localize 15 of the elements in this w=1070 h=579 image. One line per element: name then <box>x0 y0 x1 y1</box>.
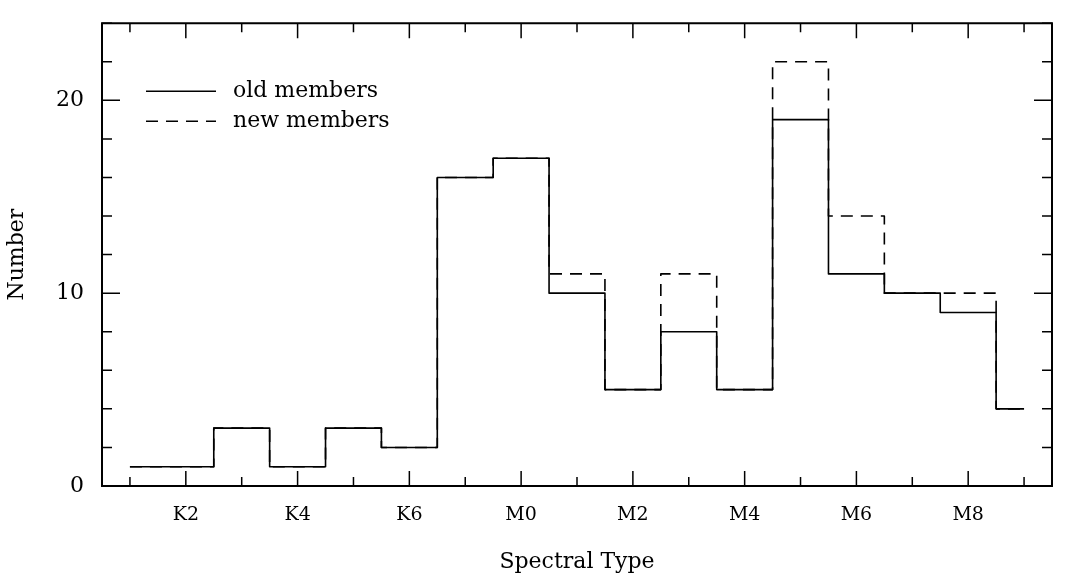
x-axis-title: Spectral Type <box>499 547 655 573</box>
x-tick-label: K2 <box>172 502 199 525</box>
x-tick-label: M8 <box>952 502 984 525</box>
y-axis-title: Number <box>2 208 28 301</box>
x-tick-label: M2 <box>617 502 649 525</box>
legend-label: new members <box>233 106 390 132</box>
y-tick-label: 20 <box>56 86 84 112</box>
x-tick-label: K4 <box>284 502 311 525</box>
x-tick-label: M6 <box>840 502 873 525</box>
y-tick-label: 0 <box>70 471 84 497</box>
y-tick-label: 10 <box>56 278 84 304</box>
x-tick-label: M0 <box>505 502 537 525</box>
x-tick-label: M4 <box>728 502 761 525</box>
x-tick-label: K6 <box>396 502 423 525</box>
legend-label: old members <box>233 76 379 102</box>
